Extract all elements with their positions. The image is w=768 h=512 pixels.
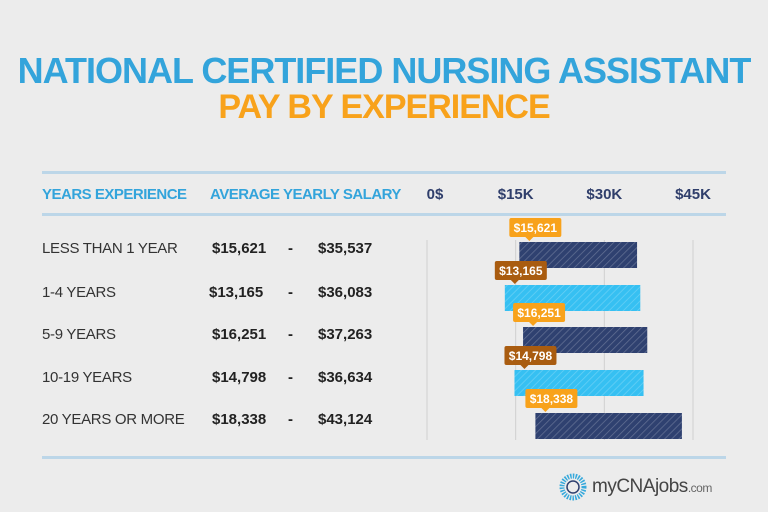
bottom-rule	[42, 456, 726, 459]
row-label: 5-9 YEARS	[42, 326, 116, 343]
range-dash: -	[288, 369, 293, 386]
range-dash: -	[288, 411, 293, 428]
low-value-tag	[509, 218, 562, 237]
low-value-tag	[513, 303, 566, 322]
range-dash: -	[288, 284, 293, 301]
tag-pointer	[520, 365, 529, 369]
salary-high: $37,263	[318, 326, 373, 343]
salary-high: $36,634	[318, 369, 373, 386]
row-label: 1-4 YEARS	[42, 284, 116, 301]
brand-logo: myCNAjobs.com	[558, 472, 712, 502]
x-tick-label: $30K	[586, 186, 623, 203]
salary-low: $13,165	[209, 284, 264, 301]
salary-high: $36,083	[318, 284, 373, 301]
tag-pointer	[510, 280, 519, 284]
title-line-2: PAY BY EXPERIENCE	[218, 88, 550, 126]
low-value-tag	[494, 261, 547, 280]
low-value-tag-text: $14,798	[509, 349, 553, 363]
salary-high: $35,537	[318, 240, 373, 257]
low-value-tag	[525, 389, 578, 408]
salary-low: $18,338	[212, 411, 267, 428]
row-label: 20 YEARS OR MORE	[42, 411, 185, 428]
salary-high: $43,124	[318, 411, 373, 428]
tag-pointer	[525, 237, 534, 241]
row-label: LESS THAN 1 YEAR	[42, 240, 178, 257]
low-value-tag-text: $13,165	[499, 264, 543, 278]
salary-low: $16,251	[212, 326, 267, 343]
low-value-tag-text: $15,621	[514, 221, 558, 235]
top-rule	[42, 171, 726, 174]
low-value-tag-text: $18,338	[530, 392, 574, 406]
low-value-tag-text: $16,251	[517, 306, 561, 320]
range-dash: -	[288, 240, 293, 257]
tag-pointer	[529, 322, 538, 326]
x-tick-label: $45K	[675, 186, 711, 203]
brand-name: myCNAjobs.com	[592, 476, 712, 497]
header-salary: AVERAGE YEARLY SALARY	[210, 186, 401, 203]
low-value-tag	[504, 346, 557, 365]
tag-pointer	[541, 408, 550, 412]
x-tick-label: 0$	[426, 186, 444, 203]
x-tick-label: $15K	[497, 186, 534, 203]
header-rule	[42, 213, 726, 216]
salary-low: $14,798	[212, 369, 267, 386]
salary-low: $15,621	[212, 240, 267, 257]
logo-icon	[559, 473, 587, 501]
row-label: 10-19 YEARS	[42, 369, 132, 386]
title-line-1: NATIONAL CERTIFIED NURSING ASSISTANT	[17, 50, 752, 91]
bar-hatch	[535, 413, 682, 439]
header-experience: YEARS EXPERIENCE	[42, 186, 187, 203]
range-dash: -	[288, 326, 293, 343]
